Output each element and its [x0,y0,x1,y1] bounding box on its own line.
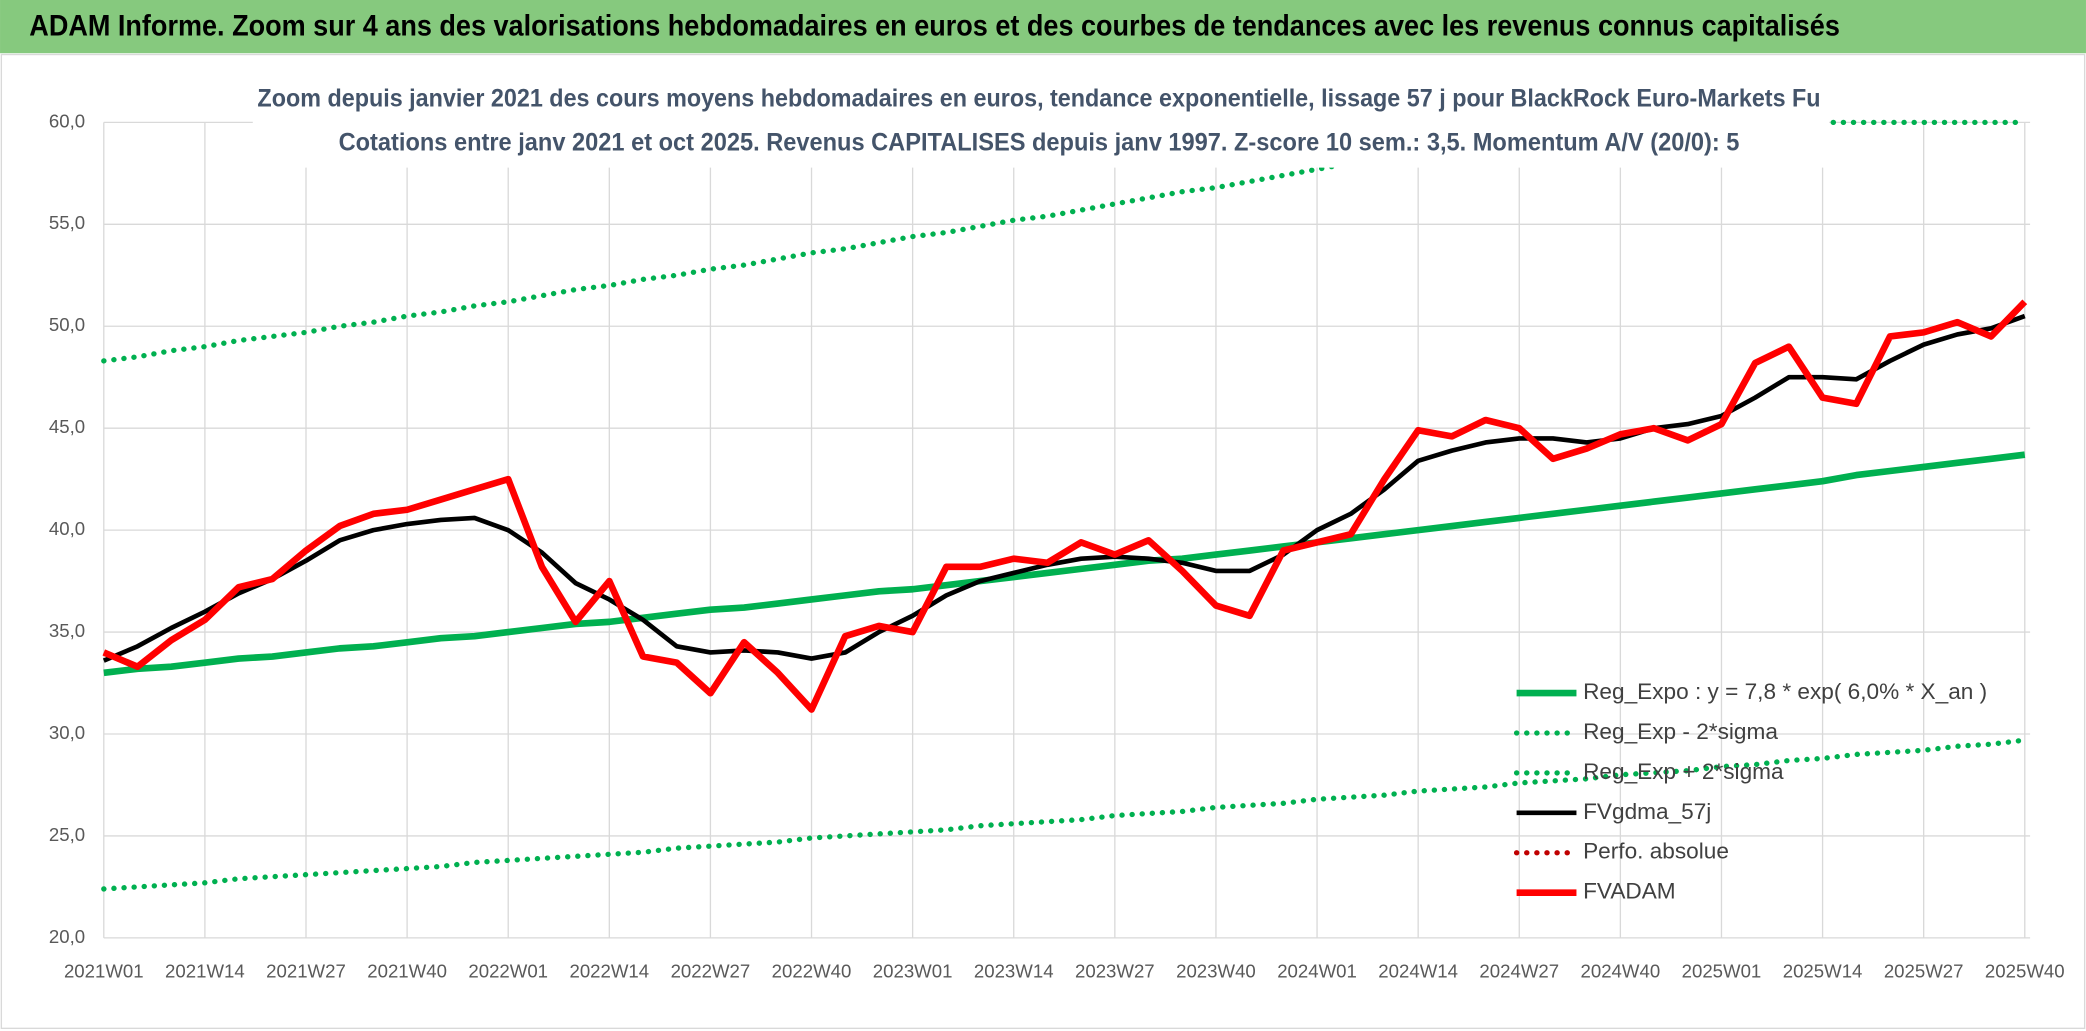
x-tick-label: 2022W14 [569,960,649,981]
x-tick-label: 2021W40 [367,960,447,981]
x-tick-label: 2024W40 [1581,960,1661,981]
x-tick-label: 2021W01 [64,960,144,981]
legend-label: Reg_Exp + 2*sigma [1583,759,1784,784]
x-tick-label: 2023W40 [1176,960,1256,981]
x-tick-label: 2024W14 [1378,960,1458,981]
legend-label: Reg_Expo : y = 7,8 * exp( 6,0% * X_an ) [1583,679,1987,704]
x-tick-label: 2025W40 [1985,960,2065,981]
x-tick-label: 2023W01 [873,960,953,981]
y-tick-label: 20,0 [49,926,85,947]
y-tick-label: 60,0 [49,110,85,131]
legend-label: Perfo. absolue [1583,839,1729,864]
header-band [0,0,2086,54]
y-tick-label: 25,0 [49,824,85,845]
series-line [101,737,2028,892]
y-tick-label: 35,0 [49,620,85,641]
chart-title: Zoom depuis janvier 2021 des cours moyen… [257,84,1820,112]
legend-label: FVgdma_57j [1583,799,1711,824]
legend-label: Reg_Exp - 2*sigma [1583,719,1778,744]
x-tick-label: 2025W14 [1783,960,1863,981]
series-line [101,119,2028,364]
y-tick-label: 50,0 [49,314,85,335]
series-line [102,313,2026,663]
x-tick-label: 2025W01 [1682,960,1762,981]
series-line [102,299,2028,713]
plot-area: 20,0 25,0 30,0 35,0 40,0 45,0 50,0 55,0 60,0 2021… [49,110,2065,981]
x-tick-label: 2025W27 [1884,960,1964,981]
y-tick-label: 45,0 [49,416,85,437]
x-tick-label: 2024W01 [1277,960,1357,981]
x-tick-label: 2023W14 [974,960,1054,981]
x-tick-label: 2022W01 [468,960,548,981]
legend: Reg_Expo : y = 7,8 * exp( 6,0% * X_an ) R… [1513,679,1987,904]
x-tick-label: 2023W27 [1075,960,1155,981]
title-box [252,77,1830,168]
y-tick-label: 40,0 [49,518,85,539]
x-tick-label: 2024W27 [1479,960,1559,981]
x-tick-label: 2021W14 [165,960,245,981]
x-tick-label: 2021W27 [266,960,346,981]
y-tick-label: 30,0 [49,722,85,743]
x-tick-label: 2022W40 [772,960,852,981]
series-line [103,451,2026,677]
chart-subtitle: Cotations entre janv 2021 et oct 2025. R… [339,128,1740,156]
header-title: ADAM Informe. Zoom sur 4 ans des valoris… [29,11,1840,43]
x-tick-label: 2022W27 [671,960,751,981]
y-tick-label: 55,0 [49,212,85,233]
legend-label: FVADAM [1583,879,1676,904]
